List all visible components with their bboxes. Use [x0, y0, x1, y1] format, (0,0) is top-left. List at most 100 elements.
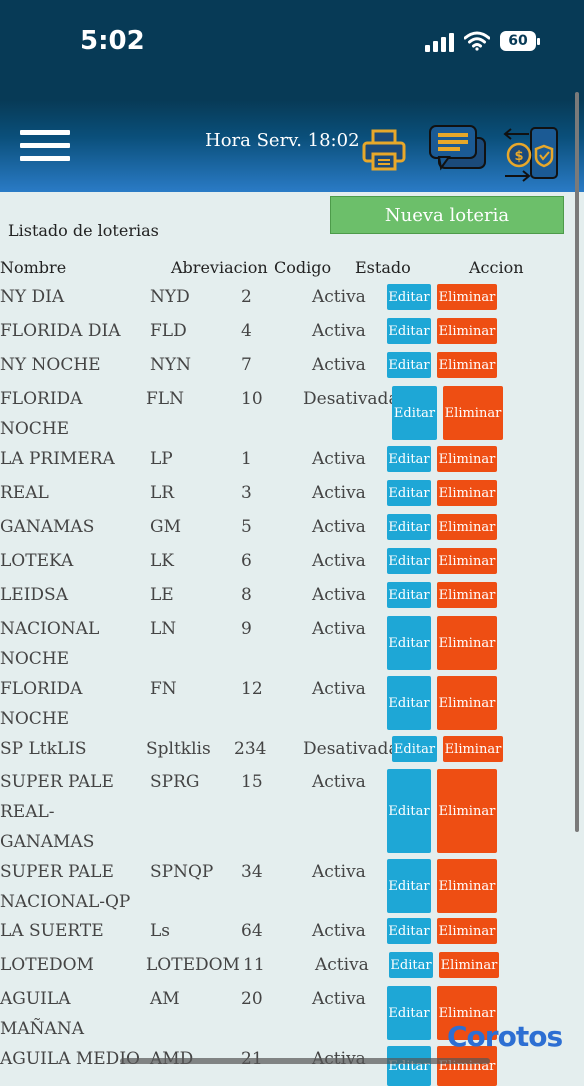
- edit-button[interactable]: Editar: [387, 548, 431, 574]
- row-status: Activa: [312, 287, 366, 307]
- edit-button[interactable]: Editar: [387, 859, 431, 913]
- row-code: 6: [241, 551, 252, 571]
- row-name: LOTEKA: [0, 546, 150, 576]
- row-code: 4: [241, 321, 252, 341]
- row-name: NY NOCHE: [0, 350, 150, 380]
- row-abbreviation: LN: [150, 619, 177, 639]
- row-code: 9: [241, 619, 252, 639]
- edit-button[interactable]: Editar: [387, 1046, 431, 1086]
- delete-button[interactable]: Eliminar: [437, 918, 497, 944]
- row-abbreviation: FLD: [150, 321, 187, 341]
- delete-button[interactable]: Eliminar: [437, 284, 497, 310]
- row-abbreviation: AM: [150, 989, 180, 1009]
- scrollbar[interactable]: [575, 92, 579, 832]
- row-name-line: NOCHE: [0, 649, 70, 669]
- row-status: Activa: [312, 517, 366, 537]
- edit-button[interactable]: Editar: [387, 918, 431, 944]
- row-abbreviation: NYD: [150, 287, 190, 307]
- edit-button[interactable]: Editar: [392, 736, 437, 762]
- row-status: Activa: [312, 921, 366, 941]
- row-name-line: NOCHE: [0, 419, 70, 439]
- row-name: REAL: [0, 478, 150, 508]
- delete-button[interactable]: Eliminar: [437, 859, 497, 913]
- delete-button[interactable]: Eliminar: [437, 480, 497, 506]
- row-name-line: GANAMAS: [0, 832, 95, 852]
- row-status: Desativada: [303, 389, 399, 409]
- delete-button[interactable]: Eliminar: [437, 582, 497, 608]
- edit-button[interactable]: Editar: [387, 318, 431, 344]
- delete-button[interactable]: Eliminar: [437, 986, 497, 1040]
- delete-button[interactable]: Eliminar: [437, 446, 497, 472]
- row-code: 10: [241, 389, 263, 409]
- column-header-name: Nombre: [0, 258, 67, 277]
- delete-button[interactable]: Eliminar: [443, 736, 503, 762]
- app-header: Hora Serv. 18:02 $: [0, 100, 584, 192]
- messages-icon[interactable]: [427, 122, 489, 182]
- wifi-icon: [464, 31, 490, 51]
- edit-button[interactable]: Editar: [387, 514, 431, 540]
- edit-button[interactable]: Editar: [387, 480, 431, 506]
- home-indicator[interactable]: [120, 1058, 490, 1064]
- edit-button[interactable]: Editar: [387, 769, 431, 853]
- delete-button[interactable]: Eliminar: [437, 676, 497, 730]
- delete-button[interactable]: Eliminar: [437, 318, 497, 344]
- row-abbreviation: Spltklis: [146, 739, 211, 759]
- edit-button[interactable]: Editar: [387, 986, 431, 1040]
- column-header-status: Estado: [355, 258, 411, 277]
- row-name-line: LOTEDOM: [0, 955, 94, 975]
- menu-icon[interactable]: [20, 130, 70, 166]
- edit-button[interactable]: Editar: [387, 284, 431, 310]
- server-time: Hora Serv. 18:02: [205, 130, 360, 151]
- row-name-line: REAL: [0, 483, 49, 503]
- row-status: Activa: [312, 989, 366, 1009]
- row-status: Activa: [312, 449, 366, 469]
- row-code: 15: [241, 772, 263, 792]
- row-status: Activa: [312, 585, 366, 605]
- column-header-code: Codigo: [274, 258, 332, 277]
- row-abbreviation: FLN: [146, 389, 184, 409]
- edit-button[interactable]: Editar: [387, 582, 431, 608]
- row-name-line: SP LtkLIS: [0, 739, 87, 759]
- page-title: Listado de loterias: [8, 221, 159, 240]
- row-name-line: FLORIDA DIA: [0, 321, 121, 341]
- money-transfer-icon[interactable]: $: [503, 124, 561, 184]
- delete-button[interactable]: Eliminar: [439, 952, 499, 978]
- edit-button[interactable]: Editar: [387, 446, 431, 472]
- row-name: LOTEDOM: [0, 950, 150, 980]
- row-status: Activa: [312, 862, 366, 882]
- row-status: Desativada: [303, 739, 399, 759]
- edit-button[interactable]: Editar: [389, 952, 433, 978]
- edit-button[interactable]: Editar: [387, 352, 431, 378]
- row-status: Activa: [312, 551, 366, 571]
- row-name: AGUILA MAÑANA: [0, 984, 150, 1044]
- row-name: GANAMAS: [0, 512, 150, 542]
- row-status: Activa: [312, 355, 366, 375]
- printer-icon[interactable]: [360, 126, 408, 174]
- new-lottery-button[interactable]: Nueva loteria: [330, 196, 564, 234]
- row-name: SP LtkLIS: [0, 734, 150, 764]
- row-abbreviation: LE: [150, 585, 174, 605]
- cellular-signal-icon: [425, 30, 454, 52]
- row-name: NACIONAL NOCHE: [0, 614, 150, 674]
- delete-button[interactable]: Eliminar: [437, 616, 497, 670]
- delete-button[interactable]: Eliminar: [437, 352, 497, 378]
- row-abbreviation: LP: [150, 449, 173, 469]
- delete-button[interactable]: Eliminar: [443, 386, 503, 440]
- row-code: 234: [234, 739, 267, 759]
- edit-button[interactable]: Editar: [387, 616, 431, 670]
- row-name-line: FLORIDA: [0, 389, 83, 409]
- row-abbreviation: NYN: [150, 355, 191, 375]
- delete-button[interactable]: Eliminar: [437, 514, 497, 540]
- column-header-action: Accion: [469, 258, 524, 277]
- edit-button[interactable]: Editar: [387, 676, 431, 730]
- row-abbreviation: GM: [150, 517, 181, 537]
- edit-button[interactable]: Editar: [392, 386, 437, 440]
- row-name-line: LA PRIMERA: [0, 449, 115, 469]
- delete-button[interactable]: Eliminar: [437, 1046, 497, 1086]
- delete-button[interactable]: Eliminar: [437, 548, 497, 574]
- row-abbreviation: LK: [150, 551, 174, 571]
- row-name: SUPER PALE NACIONAL-QP: [0, 857, 150, 917]
- row-code: 12: [241, 679, 263, 699]
- delete-button[interactable]: Eliminar: [437, 769, 497, 853]
- row-name-line: AGUILA: [0, 989, 71, 1009]
